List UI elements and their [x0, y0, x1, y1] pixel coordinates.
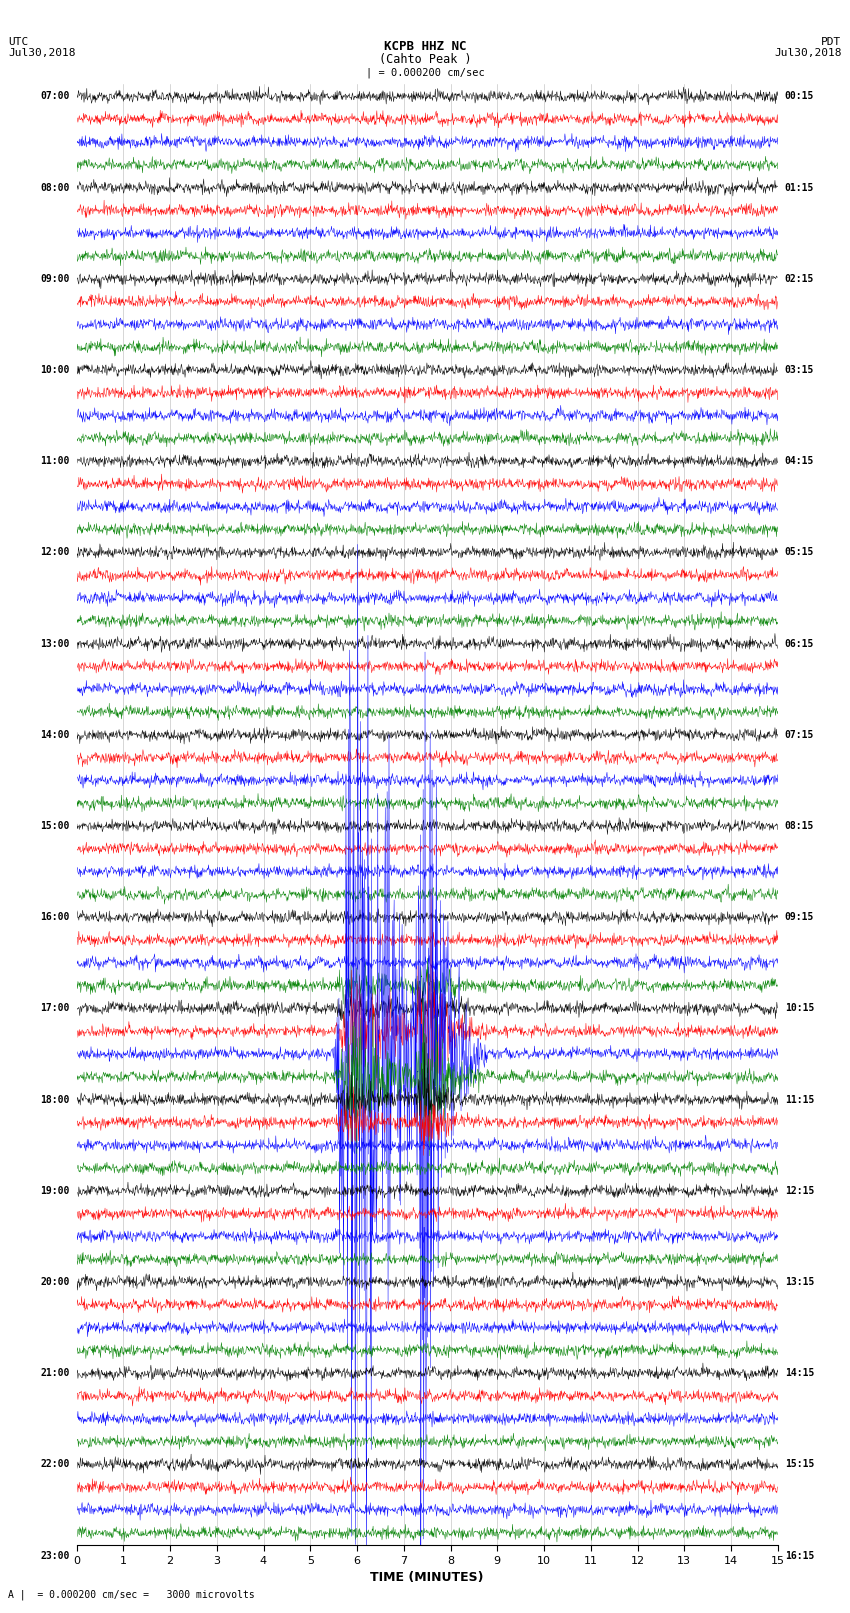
Text: 01:15: 01:15	[785, 182, 814, 192]
Text: Jul30,2018: Jul30,2018	[8, 48, 76, 58]
Text: 08:00: 08:00	[40, 182, 70, 192]
Text: 05:15: 05:15	[785, 547, 814, 558]
Text: 07:15: 07:15	[785, 729, 814, 740]
Text: 19:00: 19:00	[40, 1186, 70, 1195]
Text: 16:00: 16:00	[40, 913, 70, 923]
Text: 08:15: 08:15	[785, 821, 814, 831]
Text: 06:15: 06:15	[785, 639, 814, 648]
Text: 18:00: 18:00	[40, 1095, 70, 1105]
Text: 17:00: 17:00	[40, 1003, 70, 1013]
Text: 07:00: 07:00	[40, 92, 70, 102]
Text: 22:00: 22:00	[40, 1460, 70, 1469]
Text: 04:15: 04:15	[785, 456, 814, 466]
Text: 15:15: 15:15	[785, 1460, 814, 1469]
Text: 03:15: 03:15	[785, 365, 814, 374]
Text: 11:00: 11:00	[40, 456, 70, 466]
Text: 02:15: 02:15	[785, 274, 814, 284]
Text: 09:00: 09:00	[40, 274, 70, 284]
Text: (Cahto Peak ): (Cahto Peak )	[379, 53, 471, 66]
Text: 20:00: 20:00	[40, 1277, 70, 1287]
Text: 00:15: 00:15	[785, 92, 814, 102]
Text: 13:00: 13:00	[40, 639, 70, 648]
Text: 10:00: 10:00	[40, 365, 70, 374]
Text: 14:00: 14:00	[40, 729, 70, 740]
Text: 09:15: 09:15	[785, 913, 814, 923]
Text: 12:00: 12:00	[40, 547, 70, 558]
X-axis label: TIME (MINUTES): TIME (MINUTES)	[371, 1571, 484, 1584]
Text: 23:00: 23:00	[40, 1550, 70, 1560]
Text: 13:15: 13:15	[785, 1277, 814, 1287]
Text: 15:00: 15:00	[40, 821, 70, 831]
Text: 12:15: 12:15	[785, 1186, 814, 1195]
Text: A |  = 0.000200 cm/sec =   3000 microvolts: A | = 0.000200 cm/sec = 3000 microvolts	[8, 1589, 255, 1600]
Text: 10:15: 10:15	[785, 1003, 814, 1013]
Text: 14:15: 14:15	[785, 1368, 814, 1378]
Text: 16:15: 16:15	[785, 1550, 814, 1560]
Text: 21:00: 21:00	[40, 1368, 70, 1378]
Text: PDT: PDT	[821, 37, 842, 47]
Text: 11:15: 11:15	[785, 1095, 814, 1105]
Text: | = 0.000200 cm/sec: | = 0.000200 cm/sec	[366, 68, 484, 79]
Text: KCPB HHZ NC: KCPB HHZ NC	[383, 40, 467, 53]
Text: Jul30,2018: Jul30,2018	[774, 48, 842, 58]
Text: UTC: UTC	[8, 37, 29, 47]
